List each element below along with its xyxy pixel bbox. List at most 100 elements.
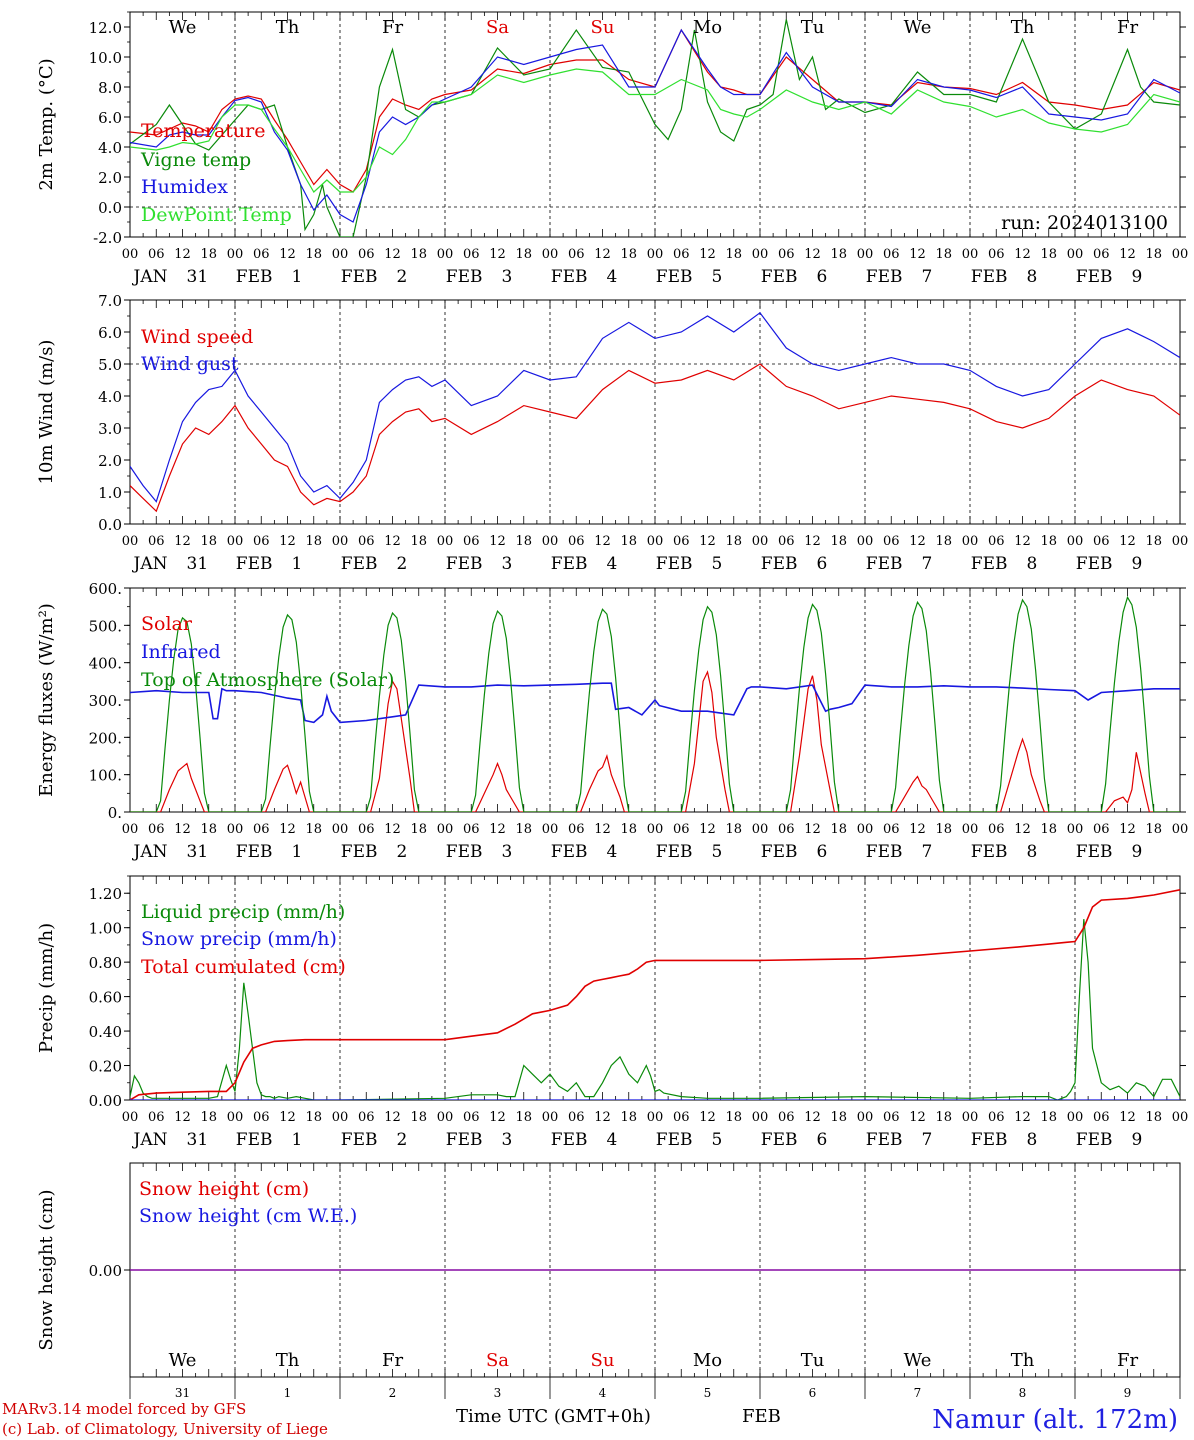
precip-hour-label: 12: [804, 1110, 821, 1125]
energy-date-month: FEB: [761, 842, 798, 862]
energy-date-day: 7: [922, 842, 933, 862]
temperature-hour-label: 12: [489, 247, 506, 262]
temperature-y-tick-label: -2.0: [93, 229, 122, 247]
temperature-date-month: FEB: [656, 267, 693, 287]
energy-hour-label: 00: [437, 822, 454, 837]
precip-date-day: 2: [397, 1130, 408, 1150]
energy-hour-label: 12: [804, 822, 821, 837]
energy-y-tick-label: 0.: [108, 804, 122, 822]
wind-date-month: FEB: [761, 554, 798, 574]
precip-hour-label: 00: [542, 1110, 559, 1125]
temperature-legend-entry: Humidex: [141, 176, 228, 198]
wind-hour-label: 00: [122, 534, 139, 549]
energy-hour-label: 18: [620, 822, 637, 837]
precip-hour-label: 00: [437, 1110, 454, 1125]
energy-hour-label: 12: [1014, 822, 1031, 837]
wind-date-month: JAN: [132, 554, 168, 574]
snow-day-number: 2: [389, 1386, 397, 1400]
precip-panel: 0.00 0.20 0.40 0.60 0.80 1.00 1.20 Precip (mm/h…: [36, 875, 1189, 1150]
precip-hour-label: 00: [1172, 1110, 1189, 1125]
wind-date-day: 6: [817, 554, 828, 574]
wind-date-month: FEB: [551, 554, 588, 574]
temperature-panel: -2.0 0.0 2.0 4.0 6.0 8.0 10.0 12.0 2m Temp. (°C)…: [36, 11, 1188, 287]
energy-hour-label: 12: [489, 822, 506, 837]
temperature-hour-label: 06: [568, 247, 585, 262]
temperature-hour-label: 18: [515, 247, 532, 262]
energy-hour-label: 12: [594, 822, 611, 837]
wind-y-tick-label: 2.0: [98, 452, 122, 470]
wind-hour-label: 00: [857, 534, 874, 549]
temperature-hour-label: 12: [1014, 247, 1031, 262]
energy-date-month: FEB: [866, 842, 903, 862]
wind-y-tick-label: 0.0: [98, 516, 122, 534]
wind-hour-label: 00: [437, 534, 454, 549]
temperature-y-tick-label: 8.0: [98, 79, 122, 97]
temperature-hour-label: 06: [1093, 247, 1110, 262]
temperature-hour-label: 00: [332, 247, 349, 262]
temperature-day-of-week: Su: [591, 17, 615, 38]
energy-legend-entry: Top of Atmosphere (Solar): [141, 669, 394, 691]
energy-hour-label: 12: [174, 822, 191, 837]
energy-date-month: FEB: [971, 842, 1008, 862]
energy-hour-label: 06: [673, 822, 690, 837]
wind-hour-label: 18: [1145, 534, 1162, 549]
temperature-hour-label: 00: [962, 247, 979, 262]
precip-series-total-cumulated-cm: [130, 889, 1180, 1100]
snow-day-of-week: Th: [276, 1350, 300, 1371]
energy-date-month: JAN: [132, 842, 168, 862]
temperature-series-humidex: [130, 28, 1180, 223]
temperature-date-day: 5: [712, 267, 723, 287]
wind-series-wind-speed: [130, 363, 1180, 513]
temperature-hour-label: 18: [830, 247, 847, 262]
temperature-hour-label: 00: [647, 247, 664, 262]
energy-hour-label: 00: [542, 822, 559, 837]
precip-hour-label: 06: [673, 1110, 690, 1125]
precip-date-month: FEB: [866, 1130, 903, 1150]
precip-hour-label: 12: [174, 1110, 191, 1125]
temperature-date-month: FEB: [971, 267, 1008, 287]
wind-legend-entry: Wind gust: [141, 353, 239, 375]
snow-day-of-week: We: [169, 1350, 197, 1371]
temperature-date-day: 6: [817, 267, 828, 287]
wind-legend-entry: Wind speed: [141, 326, 253, 348]
temperature-hour-label: 12: [804, 247, 821, 262]
precip-series-liquid-precip-mm-h: [130, 919, 1180, 1100]
energy-hour-label: 00: [962, 822, 979, 837]
wind-hour-label: 12: [909, 534, 926, 549]
wind-panel: 0.0 1.0 2.0 3.0 4.0 5.0 6.0 7.0 10m Wind (m/s) Wi…: [36, 292, 1188, 574]
wind-hour-label: 12: [1119, 534, 1136, 549]
precip-date-month: FEB: [551, 1130, 588, 1150]
temperature-date-month: FEB: [341, 267, 378, 287]
temperature-y-tick-label: 0.0: [98, 199, 122, 217]
energy-hour-label: 18: [515, 822, 532, 837]
wind-hour-label: 18: [1040, 534, 1057, 549]
wind-hour-label: 00: [752, 534, 769, 549]
energy-hour-label: 06: [778, 822, 795, 837]
temperature-hour-label: 06: [358, 247, 375, 262]
snow-panel: 0.00 Snow height (cm) Snow height (cm) Snow…: [36, 1162, 1186, 1400]
precip-date-day: 6: [817, 1130, 828, 1150]
energy-date-month: FEB: [551, 842, 588, 862]
wind-hour-label: 00: [1067, 534, 1084, 549]
precip-hour-label: 12: [489, 1110, 506, 1125]
footer-station-name: Namur (alt. 172m): [932, 1405, 1178, 1435]
precip-hour-label: 06: [148, 1110, 165, 1125]
wind-y-tick-label: 6.0: [98, 324, 122, 342]
temperature-legend-entry: DewPoint Temp: [141, 204, 292, 226]
temperature-day-of-week: We: [904, 17, 932, 38]
precip-hour-label: 06: [568, 1110, 585, 1125]
wind-y-tick-label: 7.0: [98, 292, 122, 310]
temperature-y-axis-label: 2m Temp. (°C): [36, 58, 57, 190]
temperature-hour-label: 18: [725, 247, 742, 262]
wind-hour-label: 00: [962, 534, 979, 549]
temperature-hour-label: 18: [200, 247, 217, 262]
temperature-hour-label: 06: [988, 247, 1005, 262]
energy-legend-entry: Infrared: [141, 641, 221, 663]
wind-hour-label: 12: [804, 534, 821, 549]
precip-hour-label: 12: [384, 1110, 401, 1125]
energy-hour-label: 12: [699, 822, 716, 837]
precip-hour-label: 12: [279, 1110, 296, 1125]
energy-date-month: FEB: [656, 842, 693, 862]
wind-date-day: 5: [712, 554, 723, 574]
snow-y-axis-label: Snow height (cm): [36, 1189, 57, 1350]
